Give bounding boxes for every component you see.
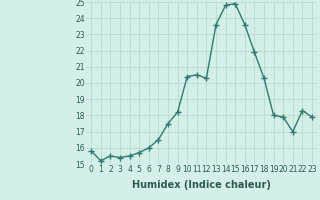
X-axis label: Humidex (Indice chaleur): Humidex (Indice chaleur) — [132, 180, 271, 190]
